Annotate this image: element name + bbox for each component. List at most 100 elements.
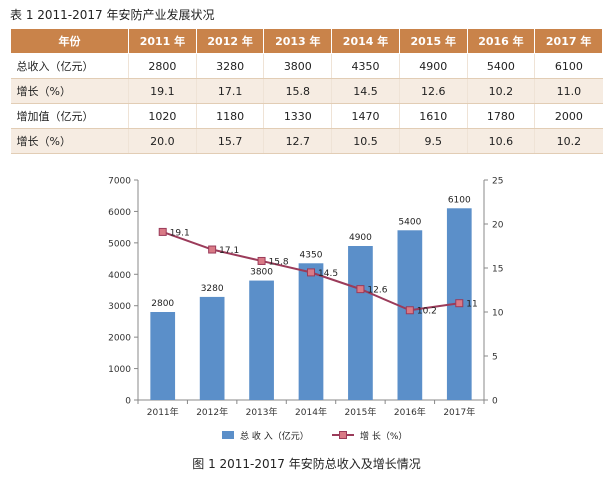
table-cell: 1330: [263, 103, 332, 129]
left-tick-label: 4000: [108, 271, 131, 281]
revenue-bar: [348, 246, 373, 400]
legend-line-marker: [339, 431, 347, 439]
table-cell: 20.0: [128, 128, 197, 154]
x-tick-label: 2014年: [295, 406, 327, 418]
table-cell: 1780: [466, 103, 535, 129]
table-cell: 2800: [128, 53, 197, 79]
left-tick-label: 1000: [108, 365, 131, 375]
bar-value-label: 3280: [201, 284, 224, 294]
table-header-cell: 2013 年: [263, 28, 333, 54]
legend-bar-swatch: [222, 431, 234, 439]
table-cell: 3800: [263, 53, 332, 79]
table-cell: 10.2: [466, 78, 535, 104]
table-cell: 19.1: [128, 78, 197, 104]
table-row: 增长（%） 20.0 15.7 12.7 10.5 9.5 10.6 10.2: [10, 128, 603, 154]
table-row-label: 总收入（亿元）: [10, 53, 129, 79]
growth-line: [158, 227, 464, 315]
right-tick-label: 20: [492, 221, 504, 231]
chart-caption: 图 1 2011-2017 年安防总收入及增长情况: [192, 457, 421, 471]
x-tick-label: 2016年: [394, 406, 426, 418]
table-row-label: 增长（%）: [10, 78, 129, 104]
table-cell: 11.0: [534, 78, 603, 104]
table-header-cell: 年份: [9, 28, 130, 54]
chart-legend: 总 收 入（亿元） 增 长（%）: [222, 430, 407, 442]
table-cell: 4900: [398, 53, 468, 79]
legend-line-label: 增 长（%）: [360, 430, 407, 442]
bar-value-label: 4900: [349, 233, 372, 243]
table-row-label: 增加值（亿元）: [10, 103, 129, 129]
growth-marker: [455, 299, 464, 308]
bar-value-label: 4350: [300, 250, 323, 260]
table-cell: 1470: [331, 103, 400, 129]
table-cell: 15.7: [195, 128, 264, 154]
revenue-bar: [298, 263, 324, 400]
revenue-growth-chart: 0 1000 2000 3000 4000 5000 6000 7000 0 5 10 15 20 25 2…: [108, 177, 504, 443]
table-row: 增加值（亿元） 1020 1180 1330 1470 1610 1780 2000: [10, 103, 603, 129]
bar-value-label: 2800: [151, 299, 174, 309]
revenue-bar: [249, 280, 274, 400]
table-header-cell: 2017 年: [534, 28, 603, 54]
table-cell: 9.5: [398, 128, 468, 154]
legend-bar-label: 总 收 入（亿元）: [240, 430, 309, 442]
table-cell: 1180: [195, 103, 264, 129]
line-value-label: 17.1: [219, 246, 239, 256]
table-header-cell: 2011 年: [128, 28, 197, 54]
line-value-label: 19.1: [170, 228, 190, 238]
table-cell: 10.2: [534, 128, 603, 154]
chart-axes: 0 1000 2000 3000 4000 5000 6000 7000 0 5 10 15 20 25 2…: [108, 177, 504, 419]
x-tick-label: 2015年: [344, 406, 376, 418]
table-cell: 15.8: [263, 78, 332, 104]
table-cell: 3280: [195, 53, 264, 79]
table-cell: 17.1: [195, 78, 264, 104]
revenue-bar: [199, 296, 225, 400]
table-cell: 6100: [534, 53, 603, 79]
left-tick-label: 6000: [108, 208, 131, 218]
table-cell: 14.5: [331, 78, 400, 104]
growth-marker: [405, 306, 414, 315]
line-value-label: 12.6: [367, 286, 387, 296]
bar-value-label: 5400: [398, 217, 421, 227]
table-header-cell: 2015 年: [398, 28, 468, 54]
bar-value-label: 3800: [250, 268, 273, 278]
growth-marker: [356, 285, 365, 294]
table-cell: 10.6: [466, 128, 535, 154]
table-header-cell: 2014 年: [331, 28, 400, 54]
line-value-label: 15.8: [269, 257, 289, 267]
table-cell: 1020: [128, 103, 197, 129]
bar-value-label: 6100: [448, 195, 471, 205]
right-tick-label: 0: [492, 397, 498, 407]
table-cell: 2000: [534, 103, 603, 129]
line-value-label: 11: [466, 300, 477, 310]
left-tick-label: 2000: [108, 334, 131, 344]
table-row-label: 增长（%）: [10, 128, 129, 154]
growth-marker: [257, 256, 266, 265]
table-cell: 1610: [398, 103, 468, 129]
table-header-cell: 2012 年: [195, 28, 265, 54]
revenue-bar: [397, 230, 423, 400]
right-tick-label: 25: [492, 177, 503, 187]
table-cell: 12.6: [398, 78, 468, 104]
table-header-row: 年份 2011 年 2012 年 2013 年 2014 年 2015 年 2016 年 20…: [9, 28, 603, 54]
right-tick-label: 15: [492, 265, 503, 275]
left-tick-label: 0: [125, 397, 131, 407]
growth-marker: [307, 268, 315, 277]
growth-marker: [208, 245, 217, 254]
table-cell: 5400: [466, 53, 535, 79]
table-row: 增长（%） 19.1 17.1 15.8 14.5 12.6 10.2 11.0: [10, 78, 603, 104]
revenue-bar: [150, 312, 176, 400]
x-tick-label: 2012年: [196, 406, 228, 418]
x-tick-label: 2013年: [246, 406, 278, 418]
left-tick-label: 5000: [108, 239, 131, 249]
table-cell: 4350: [331, 53, 400, 79]
table-cell: 10.5: [331, 128, 400, 154]
x-tick-label: 2011年: [147, 406, 179, 418]
line-value-label: 10.2: [417, 307, 437, 317]
table-cell: 12.7: [263, 128, 332, 154]
left-tick-label: 3000: [108, 302, 131, 312]
line-value-label: 14.5: [318, 269, 338, 279]
right-tick-label: 5: [492, 353, 498, 363]
revenue-bars: [150, 208, 472, 400]
chart-labels: 2800 3280 3800 4350 4900 5400 6100 19.1 17.1 15.8…: [151, 195, 477, 316]
table-title: 表 1 2011-2017 年安防产业发展状况: [10, 8, 215, 22]
data-table: 年份 2011 年 2012 年 2013 年 2014 年 2015 年 2016 年 20…: [9, 28, 603, 154]
